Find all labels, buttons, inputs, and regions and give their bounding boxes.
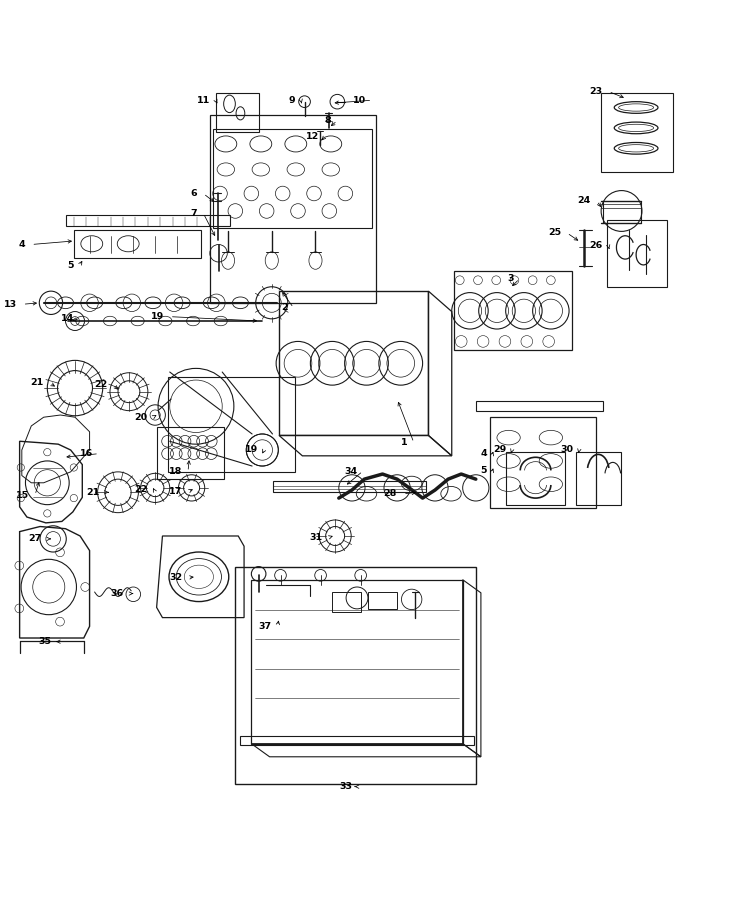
Text: 25: 25	[548, 229, 561, 238]
Text: 28: 28	[383, 490, 397, 499]
Text: 26: 26	[589, 241, 603, 250]
Bar	[235, 567, 476, 784]
Text: 22: 22	[135, 485, 148, 494]
Text: 27: 27	[29, 535, 42, 544]
Text: 22: 22	[94, 380, 107, 389]
Text: 2: 2	[281, 303, 288, 312]
Text: 1: 1	[402, 438, 408, 447]
Text: 5: 5	[480, 466, 487, 475]
Text: 8: 8	[325, 116, 331, 125]
Bar	[157, 427, 224, 479]
Text: 31: 31	[309, 533, 323, 542]
Bar	[507, 452, 564, 505]
Bar	[210, 115, 376, 302]
Text: 18: 18	[169, 467, 182, 476]
Text: 21: 21	[86, 488, 100, 497]
Text: 24: 24	[578, 196, 591, 205]
Bar	[607, 220, 667, 287]
Text: 13: 13	[4, 300, 17, 309]
Text: 4: 4	[19, 240, 26, 249]
Text: 30: 30	[561, 445, 573, 454]
Text: 29: 29	[493, 445, 507, 454]
Text: 7: 7	[191, 209, 197, 218]
Text: 33: 33	[339, 782, 352, 791]
Text: 3: 3	[507, 274, 514, 284]
Text: 32: 32	[169, 573, 182, 582]
Text: 36: 36	[111, 590, 124, 598]
Text: 16: 16	[80, 449, 93, 458]
Text: 34: 34	[344, 466, 357, 475]
Text: 10: 10	[353, 95, 366, 104]
Text: 5: 5	[67, 261, 73, 270]
Text: 35: 35	[38, 637, 51, 646]
Text: 21: 21	[31, 379, 44, 388]
Bar	[216, 93, 259, 132]
Text: 14: 14	[61, 314, 74, 323]
Text: 17: 17	[169, 487, 182, 496]
Bar	[601, 93, 673, 172]
Text: 19: 19	[246, 445, 259, 454]
Bar	[575, 452, 621, 505]
Text: 9: 9	[289, 95, 295, 104]
Text: 23: 23	[589, 87, 603, 96]
Text: 19: 19	[151, 312, 164, 321]
Text: 12: 12	[306, 132, 319, 141]
Bar	[168, 377, 295, 472]
Text: 4: 4	[480, 449, 487, 458]
Text: 11: 11	[196, 95, 210, 104]
Text: 37: 37	[259, 622, 272, 631]
Text: 15: 15	[16, 491, 29, 500]
Text: 6: 6	[191, 189, 197, 198]
Text: 20: 20	[134, 413, 147, 422]
